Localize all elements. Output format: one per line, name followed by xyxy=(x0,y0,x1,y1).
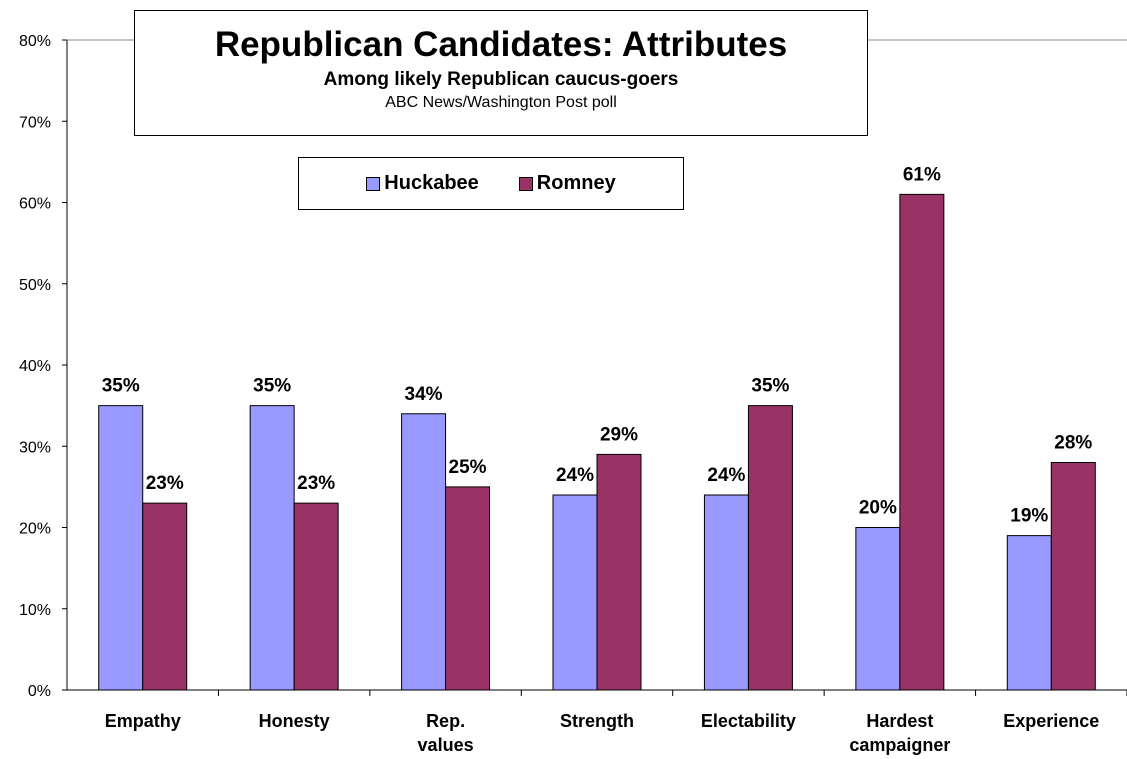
data-label-huckabee: 34% xyxy=(405,384,443,405)
bar-romney xyxy=(899,193,945,691)
legend-item-romney: Romney xyxy=(518,172,616,195)
bar-romney xyxy=(1050,462,1096,691)
legend-item-huckabee: Huckabee xyxy=(366,172,479,195)
chart-title-box: Republican Candidates: Attributes Among … xyxy=(134,10,868,136)
legend-label-romney: Romney xyxy=(536,172,616,194)
bar-romney xyxy=(293,502,339,691)
data-label-huckabee: 24% xyxy=(707,465,745,486)
data-label-romney: 29% xyxy=(600,424,638,445)
data-label-romney: 61% xyxy=(903,164,941,185)
data-label-romney: 28% xyxy=(1054,433,1092,454)
bar-huckabee xyxy=(1006,535,1052,691)
legend-label-huckabee: Huckabee xyxy=(384,172,479,194)
x-tick-label: Electability xyxy=(701,711,796,731)
bar-romney xyxy=(445,486,491,691)
y-tick-label: 70% xyxy=(19,114,51,131)
y-tick-label: 30% xyxy=(19,439,51,456)
chart-source: ABC News/Washington Post poll xyxy=(385,94,617,111)
x-tick-label: campaigner xyxy=(849,735,950,755)
bar-romney xyxy=(747,405,793,691)
data-label-huckabee: 35% xyxy=(102,376,140,397)
chart-legend: Huckabee Romney xyxy=(298,157,684,210)
legend-swatch-huckabee xyxy=(366,176,381,191)
x-tick-label: Experience xyxy=(1003,711,1099,731)
chart-subtitle: Among likely Republican caucus-goers xyxy=(323,69,679,90)
data-label-huckabee: 35% xyxy=(253,376,291,397)
bar-romney xyxy=(142,502,188,691)
y-tick-label: 80% xyxy=(19,33,51,50)
bar-huckabee xyxy=(401,413,447,691)
x-tick-label: Rep. xyxy=(426,711,465,731)
data-label-romney: 25% xyxy=(449,457,487,478)
y-tick-label: 40% xyxy=(19,358,51,375)
bar-huckabee xyxy=(98,405,144,691)
y-tick-label: 20% xyxy=(19,521,51,538)
data-label-huckabee: 20% xyxy=(859,498,897,519)
bar-huckabee xyxy=(703,494,749,691)
y-tick-label: 60% xyxy=(19,196,51,213)
bar-huckabee xyxy=(552,494,598,691)
chart-title: Republican Candidates: Attributes xyxy=(214,25,788,64)
legend-swatch-romney xyxy=(518,176,533,191)
data-label-huckabee: 19% xyxy=(1010,506,1048,527)
y-tick-label: 10% xyxy=(19,602,51,619)
x-tick-label: Empathy xyxy=(105,711,181,731)
bar-romney xyxy=(596,453,642,691)
x-tick-label: Strength xyxy=(560,711,634,731)
x-tick-label: values xyxy=(418,735,474,755)
bar-huckabee xyxy=(855,527,901,691)
data-label-romney: 35% xyxy=(751,376,789,397)
y-tick-label: 50% xyxy=(19,277,51,294)
data-label-huckabee: 24% xyxy=(556,465,594,486)
x-tick-label: Hardest xyxy=(866,711,933,731)
bar-huckabee xyxy=(249,405,295,691)
x-tick-label: Honesty xyxy=(259,711,330,731)
data-label-romney: 23% xyxy=(146,473,184,494)
y-tick-label: 0% xyxy=(28,683,51,700)
data-label-romney: 23% xyxy=(297,473,335,494)
